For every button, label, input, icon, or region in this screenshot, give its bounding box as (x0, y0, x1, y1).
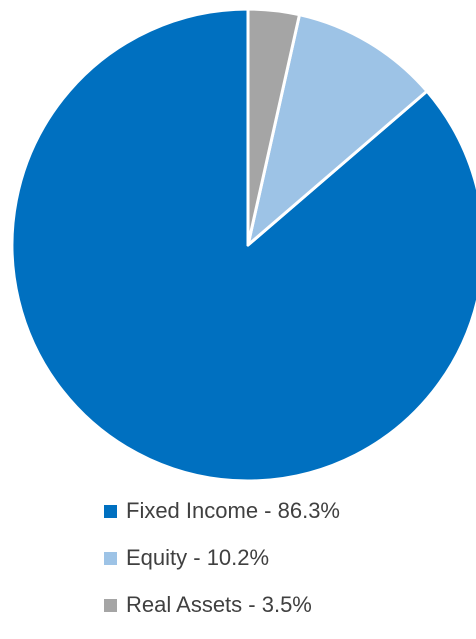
pie-slice-equity (246, 13, 429, 247)
legend-label-real-assets: Real Assets - 3.5% (126, 592, 312, 617)
pie-chart (10, 7, 476, 480)
legend-item-fixed-income: Fixed Income - 86.3% (104, 500, 340, 522)
pie-slice-fixed-income (10, 7, 476, 480)
chart-legend: Fixed Income - 86.3% Equity - 10.2% Real… (104, 500, 340, 616)
legend-swatch-real-assets (104, 598, 117, 612)
legend-item-real-assets: Real Assets - 3.5% (104, 594, 340, 616)
legend-label-equity: Equity - 10.2% (126, 545, 270, 570)
legend-swatch-equity (104, 551, 117, 565)
legend-label-fixed-income: Fixed Income - 86.3% (126, 498, 340, 523)
legend-item-equity: Equity - 10.2% (104, 547, 340, 569)
legend-swatch-fixed-income (104, 504, 117, 518)
pie-slice-real-assets (246, 7, 301, 247)
